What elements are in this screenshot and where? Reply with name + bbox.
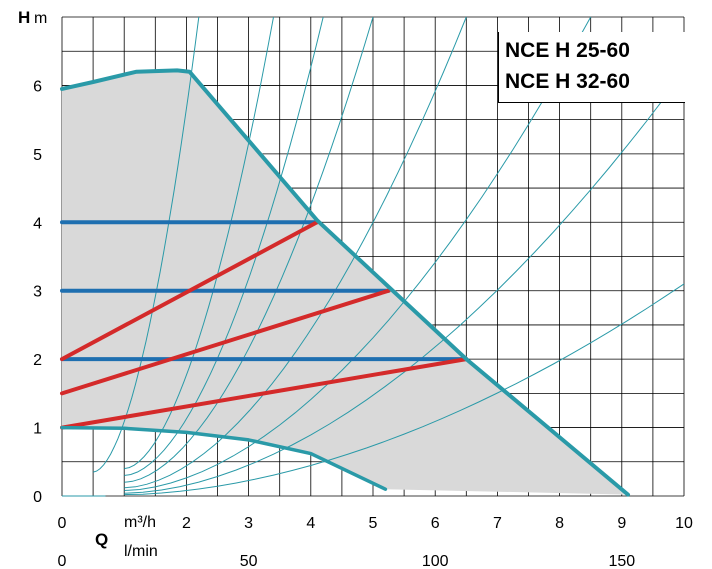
system-curve bbox=[124, 16, 467, 489]
y-axis-unit: m bbox=[34, 10, 47, 27]
secondary-x-tick-label: 150 bbox=[608, 553, 635, 569]
x-tick-label: 10 bbox=[675, 515, 693, 532]
proportional-pressure-line bbox=[60, 357, 469, 430]
system-curve bbox=[124, 71, 685, 494]
series-layer bbox=[60, 68, 630, 497]
x-axis-letter: Q bbox=[95, 530, 108, 549]
y-tick-label: 2 bbox=[33, 352, 42, 369]
system-curve bbox=[124, 283, 685, 496]
y-tick-label: 3 bbox=[33, 284, 42, 301]
x-tick-label: 7 bbox=[493, 515, 502, 532]
proportional-pressure-line bbox=[60, 288, 391, 396]
proportional-pressure-line bbox=[60, 220, 319, 362]
x-axis-unit-secondary: l/min bbox=[124, 543, 158, 560]
model-label-2: NCE H 32-60 bbox=[505, 70, 630, 93]
y-axis-letter: H bbox=[18, 8, 30, 27]
y-tick-label: 0 bbox=[33, 489, 42, 506]
secondary-x-tick-label: 0 bbox=[58, 553, 67, 569]
system-curve bbox=[124, 16, 374, 483]
x-tick-label: 4 bbox=[306, 515, 315, 532]
y-tick-label: 4 bbox=[33, 215, 42, 232]
secondary-x-tick-label: 50 bbox=[240, 553, 258, 569]
x-tick-label: 8 bbox=[555, 515, 564, 532]
y-tick-label: 6 bbox=[33, 78, 42, 95]
model-label-box: NCE H 25-60 NCE H 32-60 bbox=[498, 32, 685, 103]
x-tick-label: 6 bbox=[431, 515, 440, 532]
y-tick-label: 5 bbox=[33, 147, 42, 164]
max-curve-line bbox=[60, 68, 630, 497]
system-curve bbox=[124, 16, 592, 491]
x-tick-label: 5 bbox=[369, 515, 378, 532]
x-tick-label: 0 bbox=[58, 515, 67, 532]
x-tick-label: 2 bbox=[182, 515, 191, 532]
model-label-1: NCE H 25-60 bbox=[505, 39, 630, 62]
min-curve-line bbox=[60, 425, 388, 491]
x-tick-label: 9 bbox=[617, 515, 626, 532]
y-tick-label: 1 bbox=[33, 421, 42, 438]
x-tick-label: 3 bbox=[244, 515, 253, 532]
secondary-x-tick-label: 100 bbox=[422, 553, 449, 569]
x-axis-unit-primary: m³/h bbox=[124, 514, 156, 531]
system-curve bbox=[92, 16, 200, 473]
